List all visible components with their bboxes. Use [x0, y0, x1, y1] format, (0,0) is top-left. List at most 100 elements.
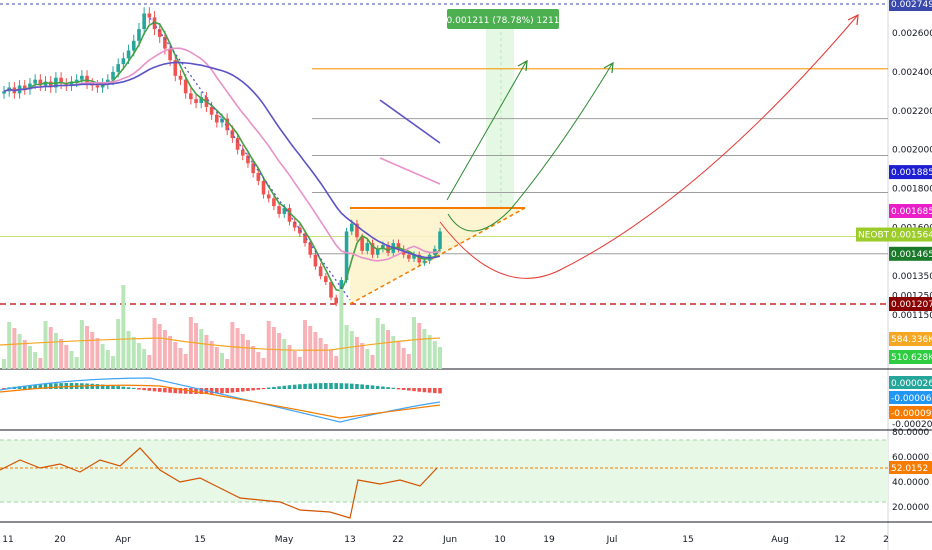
macd-histogram-bar: [131, 387, 136, 389]
price-badge-label: 0.001207: [891, 300, 932, 310]
macd-histogram-bar: [178, 388, 183, 394]
macd-histogram-bar: [48, 383, 53, 389]
macd-histogram-bar: [370, 385, 375, 389]
volume-bar: [422, 329, 427, 369]
price-badge-label: 0.001885: [891, 168, 932, 178]
macd-histogram-bar: [355, 384, 359, 389]
macd-histogram-bar: [209, 388, 214, 394]
macd-histogram-bar: [407, 388, 411, 391]
volume-bar: [162, 330, 167, 369]
time-tick: 10: [494, 535, 506, 545]
rsi-tick: 60.0000: [892, 453, 929, 463]
candle-body: [126, 50, 131, 59]
candle-body: [173, 60, 178, 76]
volume-bar: [12, 328, 17, 369]
measure-label: 0.001211 (78.78%) 1211: [447, 16, 560, 26]
price-badge-label: 0.001685: [891, 207, 932, 217]
candle-body: [69, 81, 74, 86]
macd-histogram-bar: [261, 388, 266, 390]
time-tick: Apr: [115, 535, 131, 545]
macd-histogram-bar: [33, 384, 37, 389]
macd-histogram-bar: [396, 388, 401, 390]
candle-body: [43, 81, 48, 86]
macd-histogram-bar: [183, 388, 188, 394]
macd-histogram-bar: [427, 388, 432, 393]
volume-bar: [188, 317, 193, 369]
price-tick: 0.002600: [892, 29, 932, 39]
macd-histogram-bar: [344, 383, 349, 389]
candle-body: [308, 243, 313, 255]
candle-body: [163, 36, 167, 49]
time-tick: 11: [2, 535, 13, 545]
candle-body: [318, 266, 323, 277]
macd-histogram-bar: [142, 388, 146, 391]
macd-histogram-bar: [412, 388, 416, 392]
macd-histogram-bar: [360, 384, 364, 389]
time-tick: 15: [194, 535, 205, 545]
macd-histogram-bar: [365, 384, 370, 389]
candle-body: [95, 85, 100, 88]
volume-bar: [323, 344, 328, 369]
macd-badge-label: 0.000026: [891, 379, 932, 389]
candle-body: [147, 13, 152, 18]
candle-body: [80, 75, 84, 80]
macd-histogram-bar: [401, 388, 406, 390]
macd-histogram-bar: [106, 385, 110, 389]
volume-bar: [303, 320, 308, 369]
candle-body: [230, 130, 235, 139]
macd-histogram-bar: [313, 383, 318, 389]
rsi-tick: 80.0000: [892, 428, 929, 438]
volume-bar: [69, 351, 74, 369]
macd-histogram-bar: [38, 384, 43, 389]
price-badge: [889, 297, 932, 311]
ema-slow-extension: [379, 99, 441, 144]
price-badge-label: 0.001465: [891, 250, 932, 260]
price-tick: 0.001350: [892, 272, 932, 282]
macd-histogram-bar: [147, 388, 152, 391]
volume-bar: [214, 347, 219, 369]
volume-bar: [287, 345, 292, 369]
candle-body: [381, 245, 385, 249]
candle-body: [246, 155, 250, 164]
candle-body: [438, 231, 442, 249]
macd-histogram-bar: [287, 385, 292, 389]
candle-body: [225, 118, 229, 131]
macd-histogram-bar: [256, 388, 261, 390]
candle-body: [349, 223, 354, 232]
volume-bar: [401, 348, 406, 369]
candle-body: [137, 29, 141, 41]
volume-bar: [220, 353, 224, 369]
macd-histogram-bar: [303, 383, 307, 389]
time-tick: 13: [344, 535, 355, 545]
volume-bar: [256, 352, 261, 369]
volume-badge: [889, 350, 932, 364]
rsi-line: [0, 447, 438, 519]
volume-bar: [38, 358, 43, 369]
volume-bar: [427, 335, 432, 369]
macd-histogram-bar: [292, 384, 297, 389]
green-arrow-2-head: [603, 61, 614, 74]
candle-body: [116, 64, 120, 72]
macd-histogram-bar: [116, 386, 120, 389]
macd-histogram-bar: [282, 385, 287, 389]
price-badge: [889, 246, 932, 261]
macd-badge-label: -0.000064: [891, 394, 932, 404]
volume-bar: [417, 323, 422, 369]
candle-body: [28, 83, 32, 90]
macd-histogram-bar: [168, 388, 172, 393]
volume-bar: [85, 326, 90, 369]
volume-bar: [27, 346, 32, 369]
volume-bar: [240, 334, 245, 369]
price-axis-panel: [888, 0, 932, 550]
volume-bar: [79, 320, 84, 369]
candle-body: [142, 13, 146, 30]
candle-body: [298, 227, 302, 234]
volume-bar: [412, 317, 417, 369]
price-tick: 0.001800: [892, 185, 932, 195]
volume-bar: [380, 324, 385, 369]
time-tick: 19: [543, 535, 555, 545]
macd-histogram-bar: [266, 387, 271, 389]
candle-body: [422, 260, 427, 263]
macd-histogram-bar: [318, 383, 323, 389]
